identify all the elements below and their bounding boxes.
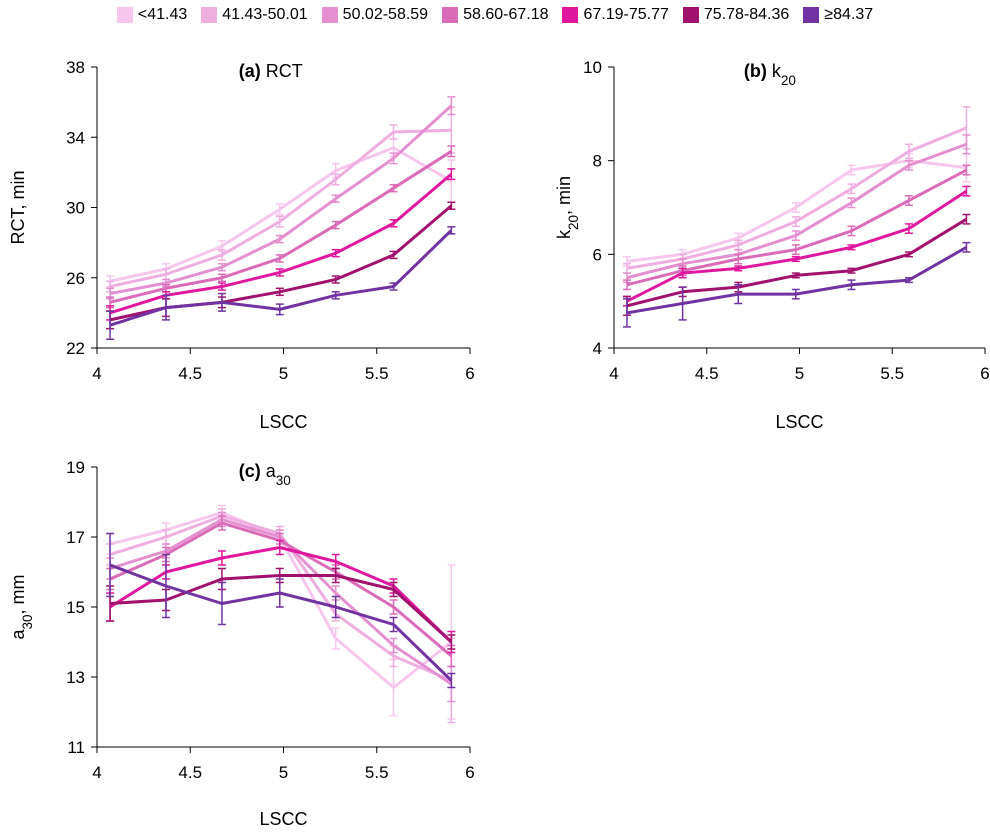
x-tick-label: 6 [465, 763, 474, 782]
x-tick-label: 5 [279, 364, 288, 383]
y-tick-label: 6 [593, 245, 602, 264]
x-tick-label: 5.5 [365, 364, 389, 383]
x-axis-label: LSCC [259, 809, 307, 829]
y-tick-label: 15 [66, 598, 85, 617]
panel-letter: (a) [239, 61, 261, 81]
y-tick-label: 34 [66, 128, 85, 147]
y-tick-label: 26 [66, 269, 85, 288]
y-tick-label: 8 [593, 152, 602, 171]
y-axis-label: k20, min [554, 176, 581, 239]
y-axis-label-sub: 30 [20, 614, 35, 629]
x-tick-label: 5.5 [880, 364, 904, 383]
series-line [110, 230, 451, 325]
panel-title: (a) RCT [239, 61, 303, 81]
x-tick-label: 4 [92, 763, 101, 782]
panel-title: (b) k20 [744, 61, 796, 88]
x-tick-label: 5 [795, 364, 804, 383]
series [106, 569, 455, 650]
series-line [110, 206, 451, 320]
chart-panel: 11 13 15 17 19 4 4.5 5 5.5 6 LSCC a30, mm (c) a30 [8, 458, 475, 829]
y-tick-label: 22 [66, 339, 85, 358]
panel-letter: (c) [239, 461, 261, 481]
x-tick-label: 4.5 [178, 364, 202, 383]
chart-panel: 4 6 8 10 4 4.5 5 5.5 6 LSCC k20, min (b) k20 [554, 58, 990, 432]
y-axis-label-suffix: , mm [8, 574, 28, 614]
y-tick-label: 38 [66, 58, 85, 77]
y-tick-label: 30 [66, 199, 85, 218]
series-line [627, 161, 966, 262]
series [106, 107, 455, 291]
series [623, 165, 970, 289]
y-axis-label-suffix: , min [554, 176, 574, 215]
x-axis-label: LSCC [259, 412, 307, 432]
x-tick-label: 6 [980, 364, 989, 383]
series-line [627, 170, 966, 285]
y-tick-label: 19 [66, 458, 85, 477]
y-tick-label: 4 [593, 339, 602, 358]
panel-title-sub: 20 [781, 73, 796, 88]
x-axis-label: LSCC [775, 412, 823, 432]
series [106, 169, 455, 320]
chart-panel: 22 26 30 34 38 4 4.5 5 5.5 6 LSCC RCT, min (a) RCT [8, 58, 475, 432]
x-tick-label: 5 [279, 763, 288, 782]
x-tick-label: 4.5 [695, 364, 719, 383]
panel-letter: (b) [744, 61, 767, 81]
series-line [110, 523, 451, 656]
y-tick-label: 17 [66, 528, 85, 547]
y-tick-label: 11 [67, 738, 85, 757]
x-tick-label: 5.5 [365, 763, 389, 782]
panel-title-main: RCT [266, 61, 303, 81]
y-axis-label-main: RCT, min [8, 170, 28, 244]
panel-title: (c) a30 [239, 461, 291, 488]
x-tick-label: 4.5 [178, 763, 202, 782]
y-tick-label: 10 [583, 58, 602, 77]
y-axis-label: a30, mm [8, 574, 35, 639]
y-tick-label: 13 [66, 668, 85, 687]
y-axis-label-sub: 20 [566, 215, 581, 230]
series [106, 139, 455, 287]
x-tick-label: 4 [92, 364, 101, 383]
y-axis-label: RCT, min [8, 170, 28, 244]
series [623, 186, 970, 305]
series-line [110, 106, 451, 294]
x-tick-label: 6 [465, 364, 474, 383]
panel-title-sub: 30 [276, 473, 291, 488]
x-tick-label: 4 [609, 364, 618, 383]
